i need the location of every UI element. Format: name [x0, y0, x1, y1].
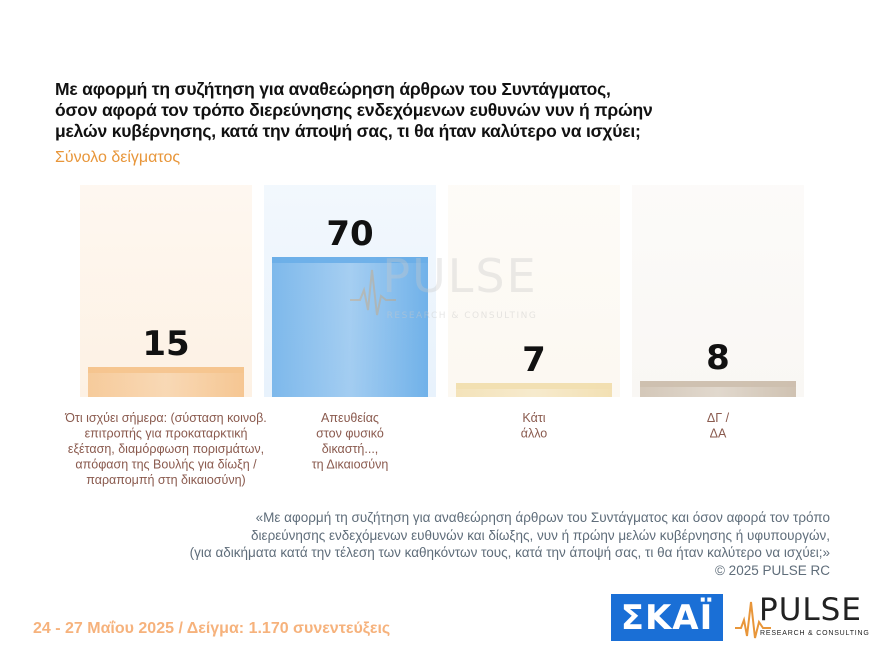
sample-label: Σύνολο δείγματος — [55, 149, 181, 166]
question-line-2: όσον αφορά τον τρόπο διερεύνησης ενδεχόμ… — [55, 100, 653, 120]
category-label: Απευθείας — [321, 411, 379, 425]
category-label: ΔΑ — [710, 427, 727, 441]
question-title: Με αφορμή τη συζήτηση για αναθεώρηση άρθ… — [55, 79, 695, 142]
bar — [272, 257, 428, 397]
pulse-logo: PULSE RESEARCH & CONSULTING — [733, 592, 869, 644]
quote-line-3: (για αδικήματα κατά την τέλεση των καθηκ… — [189, 545, 830, 560]
category-label: εξέταση, διαμόρφωση πορισμάτων, — [68, 442, 264, 456]
category-label: Ότι ισχύει σήμερα: (σύσταση κοινοβ. — [64, 411, 267, 425]
question-line-3: μελών κυβέρνησης, κατά την άποψή σας, τι… — [55, 121, 641, 141]
watermark-wave-icon — [350, 269, 396, 316]
data-label: 8 — [706, 338, 730, 378]
watermark-tagline: RESEARCH & CONSULTING — [387, 311, 538, 321]
category-label: Κάτι — [522, 411, 545, 425]
bar-cap — [640, 381, 796, 387]
category-label: δικαστή..., — [322, 442, 379, 456]
category-label: στον φυσικό — [316, 427, 384, 441]
bar-cap — [456, 383, 612, 389]
quote-line-1: «Με αφορμή τη συζήτηση για αναθεώρηση άρ… — [255, 510, 830, 525]
skai-logo: ΣΚΑΪ — [611, 594, 723, 641]
category-label: επιτροπής για προκαταρκτική — [85, 427, 248, 441]
data-label: 15 — [142, 324, 189, 364]
column-background — [448, 185, 620, 397]
data-label: 7 — [522, 340, 546, 380]
pulse-wave-icon — [735, 601, 771, 639]
column-background — [80, 185, 252, 397]
copyright-line: © 2025 PULSE RC — [714, 562, 830, 578]
category-label: ΔΓ / — [707, 411, 730, 425]
column-background — [632, 185, 804, 397]
bar-cap — [272, 257, 428, 263]
pulse-logo-tagline: RESEARCH & CONSULTING — [760, 630, 870, 637]
pulse-logo-text: PULSE — [759, 592, 862, 628]
bar-cap — [88, 367, 244, 373]
survey-date-sample: 24 - 27 Μαΐου 2025 / Δείγμα: 1.170 συνεν… — [33, 620, 391, 637]
category-label: άλλο — [521, 427, 548, 441]
category-label: παραπομπή στη δικαιοσύνη) — [86, 473, 245, 487]
question-line-1: Με αφορμή τη συζήτηση για αναθεώρηση άρθ… — [55, 79, 611, 99]
bar-chart: 15 Ότι ισχύει σήμερα: (σύσταση κοινοβ. επι… — [64, 185, 804, 487]
category-label: τη Δικαιοσύνη — [312, 458, 389, 472]
category-label: απόφαση της Βουλής για δίωξη / — [75, 458, 257, 472]
data-label: 70 — [326, 214, 373, 254]
question-quote: «Με αφορμή τη συζήτηση για αναθεώρηση άρ… — [110, 509, 830, 579]
watermark-text: PULSE — [382, 249, 537, 303]
quote-line-2: διερεύνησης ενδεχόμενων ευθυνών και δίωξ… — [251, 527, 830, 543]
